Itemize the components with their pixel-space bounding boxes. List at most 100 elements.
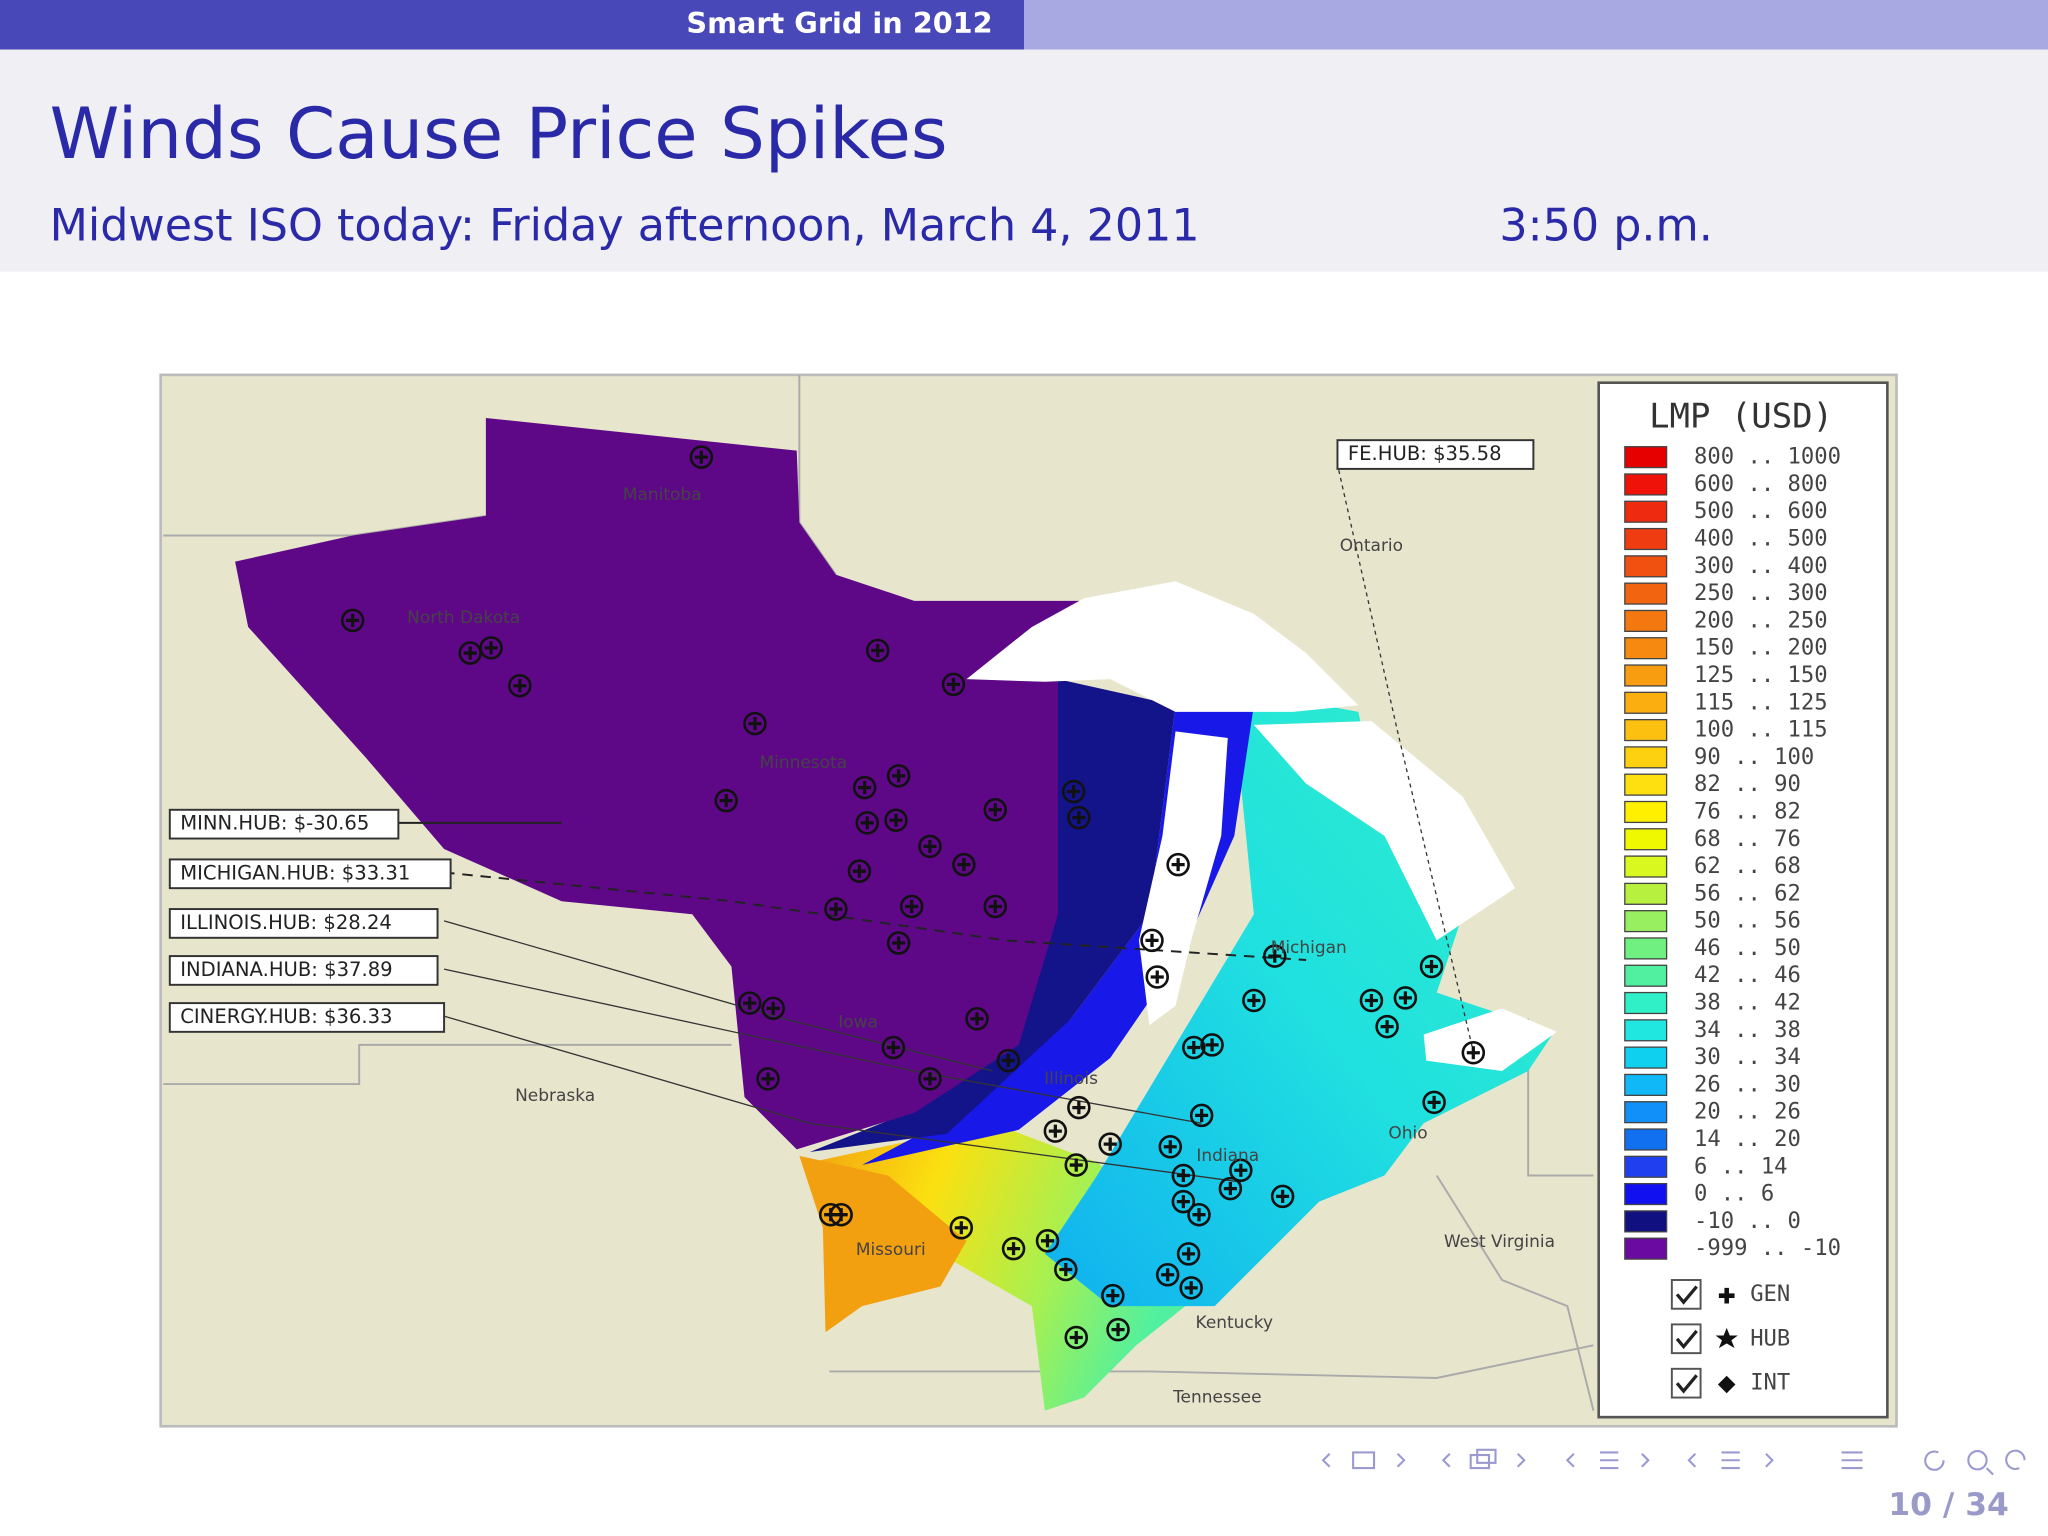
generator-marker	[1040, 1234, 1055, 1248]
legend-swatch	[1624, 473, 1668, 496]
legend-label: 42 .. 46	[1694, 962, 1801, 988]
generator-marker	[743, 711, 767, 736]
generator-marker	[889, 813, 903, 827]
legend-label: 400 .. 500	[1694, 526, 1828, 552]
generator-marker	[1035, 1229, 1060, 1253]
generator-marker	[1380, 1020, 1394, 1034]
generator-marker	[1072, 811, 1086, 825]
legend-swatch	[1624, 1101, 1668, 1124]
generator-marker	[1145, 933, 1159, 947]
generator-marker	[884, 808, 908, 832]
legend-label: 30 .. 34	[1694, 1044, 1801, 1070]
legend-swatch	[1624, 718, 1668, 742]
generator-marker	[1427, 1095, 1441, 1109]
generator-marker	[1461, 1040, 1486, 1065]
region-label: Manitoba	[623, 485, 702, 505]
generator-marker	[847, 859, 872, 883]
generator-marker	[892, 936, 906, 950]
legend-swatch	[1624, 691, 1668, 714]
hub-box	[168, 955, 439, 986]
generator-marker	[1103, 1137, 1117, 1151]
generator-marker	[761, 996, 785, 1021]
generator-marker	[1179, 1276, 1203, 1300]
generator-marker	[694, 450, 708, 464]
generator-marker	[463, 646, 477, 660]
legend-label: 125 .. 150	[1694, 662, 1828, 688]
header-right	[1024, 0, 2048, 50]
generator-marker	[1007, 1242, 1021, 1256]
legend-title: LMP (USD)	[1649, 396, 1833, 436]
legend-swatch	[1624, 882, 1668, 905]
legend-swatch	[1624, 746, 1668, 769]
legend-swatch	[1624, 527, 1668, 551]
generator-marker	[1064, 1325, 1088, 1350]
generator-marker	[834, 1208, 848, 1222]
generator-marker	[1158, 1135, 1183, 1159]
legend-label: 20 .. 26	[1694, 1099, 1801, 1125]
title-area	[0, 49, 2048, 272]
generator-marker	[852, 864, 866, 878]
generator-marker	[899, 894, 924, 919]
legend-toggle-label: GEN	[1750, 1281, 1790, 1307]
legend-swatch	[1624, 800, 1668, 824]
generator-marker	[1187, 1202, 1211, 1227]
generator-marker	[340, 608, 365, 633]
region-label: Missouri	[856, 1240, 926, 1260]
generator-marker	[1106, 1289, 1120, 1303]
legend-label: 600 .. 800	[1694, 471, 1828, 497]
page-number: 10 / 34	[1888, 1487, 2008, 1523]
generator-marker	[1182, 1247, 1196, 1261]
legend-label: -999 .. -10	[1694, 1235, 1841, 1261]
generator-marker	[1059, 1263, 1073, 1277]
generator-marker	[1184, 1281, 1198, 1295]
generator-marker	[1466, 1046, 1480, 1060]
generator-marker	[1072, 1101, 1086, 1115]
generator-marker	[766, 1001, 780, 1015]
hub-label: MINN.HUB: $-30.65	[180, 812, 369, 835]
generator-marker	[1064, 1153, 1088, 1177]
hub-box	[168, 1002, 446, 1033]
lake	[1253, 720, 1516, 941]
generator-marker	[1242, 988, 1266, 1013]
generator-marker	[1001, 1236, 1026, 1261]
generator-marker	[983, 798, 1008, 822]
legend-swatch	[1624, 773, 1668, 796]
generator-marker	[1067, 784, 1081, 799]
generator-marker	[1001, 1054, 1015, 1068]
generator-marker	[965, 1007, 989, 1031]
generator-marker	[1176, 1168, 1190, 1183]
region-label: Iowa	[838, 1013, 878, 1033]
lake	[966, 581, 1359, 712]
price-zone	[809, 679, 1176, 1152]
legend-swatch	[1624, 828, 1668, 851]
legend-symbol	[1715, 1327, 1738, 1349]
generator-marker	[1263, 944, 1287, 968]
generator-marker	[1054, 1257, 1078, 1282]
generator-marker	[881, 1035, 906, 1060]
legend-checkbox	[1670, 1279, 1702, 1310]
generator-marker	[1171, 1189, 1196, 1214]
generator-marker	[1069, 1158, 1083, 1172]
region-labels: Manitoba North Dakota Minnesota Iowa Nebrask…	[407, 485, 1555, 1408]
generator-marker	[689, 445, 714, 469]
lake	[1423, 1008, 1557, 1072]
generator-marker	[1398, 991, 1412, 1005]
generator-marker	[1270, 1184, 1295, 1209]
generator-marker	[1359, 988, 1384, 1013]
legend-label: 76 .. 82	[1694, 798, 1801, 824]
lake	[1138, 731, 1228, 1026]
generator-marker	[858, 781, 872, 795]
generator-marker	[923, 1072, 937, 1086]
generator-marker	[957, 858, 971, 872]
legend-symbol	[1718, 1287, 1735, 1304]
section-title: Smart Grid in 2012	[686, 6, 992, 40]
generator-marker	[988, 803, 1002, 817]
generator-marker	[346, 613, 360, 627]
generator-marker	[954, 1221, 968, 1235]
generator-marker	[1176, 1242, 1201, 1266]
slide-subtitle: Midwest ISO today: Friday afternoon, Mar…	[50, 201, 1200, 252]
hub-label: CINERGY.HUB: $36.33	[180, 1005, 392, 1028]
legend-label: 500 .. 600	[1694, 498, 1828, 524]
